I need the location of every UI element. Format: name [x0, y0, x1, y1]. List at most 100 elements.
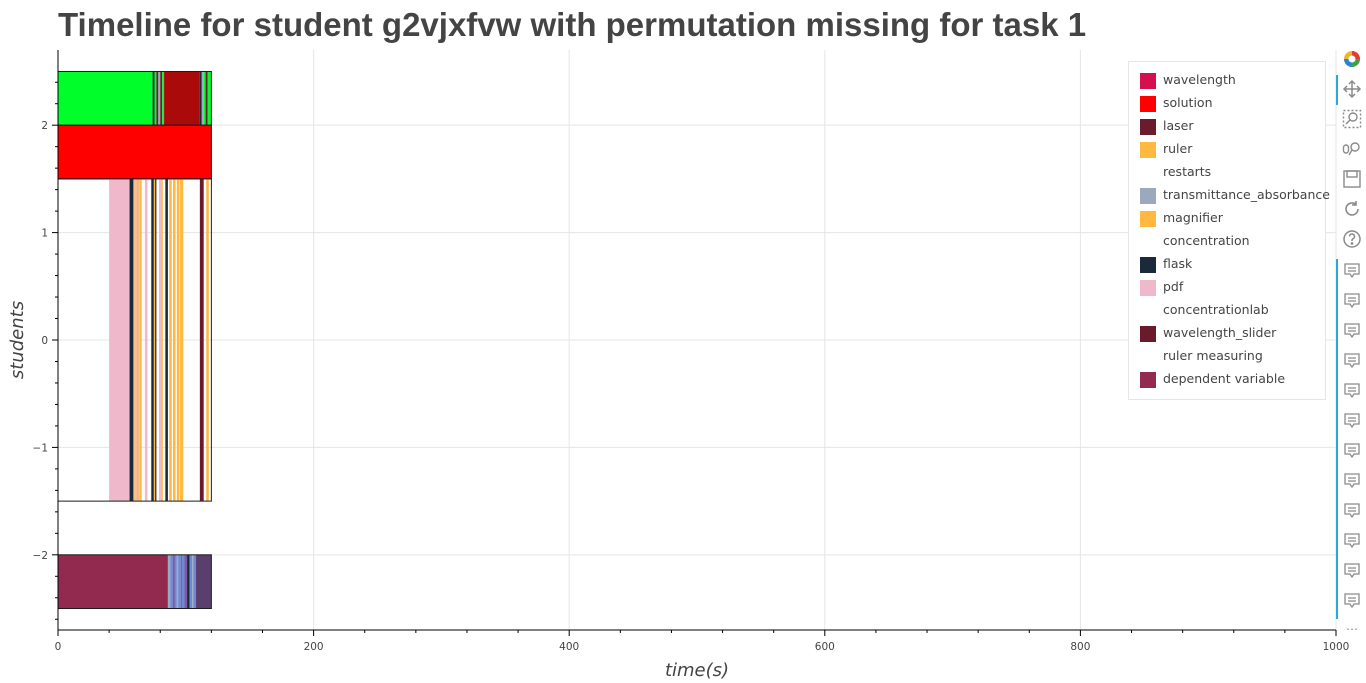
timeline-segment[interactable]: [129, 178, 134, 502]
wheel-zoom-icon[interactable]: [1340, 137, 1364, 161]
timeline-segment[interactable]: [154, 71, 157, 126]
legend-item[interactable]: concentration: [1129, 231, 1325, 254]
legend-item[interactable]: dependent variable: [1129, 369, 1325, 392]
grid-lines: [58, 50, 1337, 630]
timeline-segment[interactable]: [161, 178, 163, 502]
save-icon[interactable]: [1340, 167, 1364, 191]
hover-icon[interactable]: [1340, 499, 1364, 523]
timeline-segment[interactable]: [176, 554, 179, 609]
legend-item[interactable]: wavelength: [1129, 70, 1325, 93]
timeline-segment[interactable]: [138, 178, 140, 502]
legend-label: dependent variable: [1163, 371, 1286, 386]
timeline-segment[interactable]: [196, 554, 212, 609]
timeline-segment[interactable]: [156, 71, 159, 126]
y-tick-label: 2: [41, 120, 48, 132]
timeline-segment[interactable]: [153, 178, 156, 502]
reset-icon[interactable]: [1340, 197, 1364, 221]
timeline-segment[interactable]: [160, 71, 163, 126]
hover-icon[interactable]: [1340, 469, 1364, 493]
timeline-segment[interactable]: [136, 178, 139, 502]
timeline-segment[interactable]: [158, 178, 162, 502]
legend-label: ruler: [1163, 141, 1193, 156]
timeline-segment[interactable]: [181, 554, 185, 609]
hover-icon[interactable]: [1340, 289, 1364, 313]
hover-icon[interactable]: [1340, 409, 1364, 433]
timeline-segment[interactable]: [187, 554, 190, 609]
timeline-segment[interactable]: [173, 178, 176, 502]
legend-item[interactable]: wavelength_slider: [1129, 323, 1325, 346]
hover-icon[interactable]: [1340, 319, 1364, 343]
timeline-segment[interactable]: [173, 554, 175, 609]
timeline-segment[interactable]: [58, 125, 212, 179]
timeline-segment[interactable]: [134, 178, 137, 502]
legend-label: wavelength: [1163, 72, 1236, 87]
timeline-segment[interactable]: [139, 178, 142, 502]
timeline-segment[interactable]: [174, 554, 177, 609]
timeline-segment[interactable]: [193, 554, 197, 609]
hover-icon[interactable]: [1340, 379, 1364, 403]
timeline-segment[interactable]: [155, 178, 157, 502]
legend-item[interactable]: magnifier: [1129, 208, 1325, 231]
hover-icon[interactable]: [1340, 589, 1364, 613]
more-tools-button[interactable]: ⋯: [1346, 622, 1358, 636]
timeline-segment[interactable]: [199, 71, 202, 126]
timeline-segment[interactable]: [167, 554, 171, 609]
timeline-segment[interactable]: [178, 554, 181, 609]
legend-item[interactable]: ruler measuring: [1129, 346, 1325, 369]
pan-icon[interactable]: [1340, 77, 1364, 101]
legend-item[interactable]: restarts: [1129, 162, 1325, 185]
legend-swatch: [1140, 257, 1156, 273]
timeline-segment[interactable]: [152, 71, 155, 126]
help-icon[interactable]: [1340, 227, 1364, 251]
legend-label: solution: [1163, 95, 1213, 110]
legend-swatch: [1140, 188, 1156, 204]
box-zoom-icon[interactable]: [1340, 107, 1364, 131]
legend-item[interactable]: flask: [1129, 254, 1325, 277]
bokeh-logo-icon[interactable]: [1340, 47, 1364, 71]
timeline-segment[interactable]: [109, 178, 130, 502]
timeline-segment[interactable]: [151, 178, 154, 502]
hover-icon[interactable]: [1340, 349, 1364, 373]
timeline-segment[interactable]: [205, 71, 208, 126]
timeline-segment[interactable]: [189, 554, 193, 609]
legend-label: wavelength_slider: [1163, 325, 1277, 340]
legend-swatch: [1140, 349, 1156, 365]
timeline-segment[interactable]: [207, 71, 212, 126]
legend-item[interactable]: ruler: [1129, 139, 1325, 162]
y-tick-label: −1: [33, 442, 48, 454]
timeline-segment[interactable]: [162, 71, 165, 126]
timeline-segment[interactable]: [203, 71, 206, 126]
timeline-segment[interactable]: [58, 554, 168, 609]
timeline-segment[interactable]: [144, 178, 148, 502]
timeline-segment[interactable]: [158, 71, 161, 126]
hover-icon[interactable]: [1340, 559, 1364, 583]
timeline-segment[interactable]: [165, 178, 168, 502]
timeline-segment[interactable]: [184, 554, 188, 609]
timeline-segment[interactable]: [206, 178, 209, 502]
legend-label: laser: [1163, 118, 1194, 133]
timeline-segment[interactable]: [169, 178, 172, 502]
timeline-segment[interactable]: [164, 71, 200, 126]
legend-item[interactable]: pdf: [1129, 277, 1325, 300]
axes: 0 200 400 600 800 1000 −2 −1 0 1 2: [33, 50, 1349, 653]
timeline-segment[interactable]: [180, 554, 182, 609]
hover-icon[interactable]: [1340, 439, 1364, 463]
legend-swatch: [1140, 119, 1156, 135]
timeline-segment[interactable]: [180, 178, 184, 502]
timeline-segment[interactable]: [133, 178, 135, 502]
timeline-segment[interactable]: [201, 71, 204, 126]
x-tick-label: 200: [304, 641, 324, 653]
legend-item[interactable]: concentrationlab: [1129, 300, 1325, 323]
timeline-segment[interactable]: [176, 178, 180, 502]
hover-icon[interactable]: [1340, 529, 1364, 553]
timeline-segment[interactable]: [170, 554, 174, 609]
timeline-segment[interactable]: [58, 71, 153, 126]
legend-item[interactable]: solution: [1129, 93, 1325, 116]
hover-icon[interactable]: [1340, 259, 1364, 283]
active-tool-indicator: [1336, 259, 1338, 619]
legend-item[interactable]: transmittance_absorbance: [1129, 185, 1330, 208]
timeline-segment[interactable]: [199, 178, 204, 502]
legend-item[interactable]: laser: [1129, 116, 1325, 139]
timeline-segment[interactable]: [192, 554, 194, 609]
